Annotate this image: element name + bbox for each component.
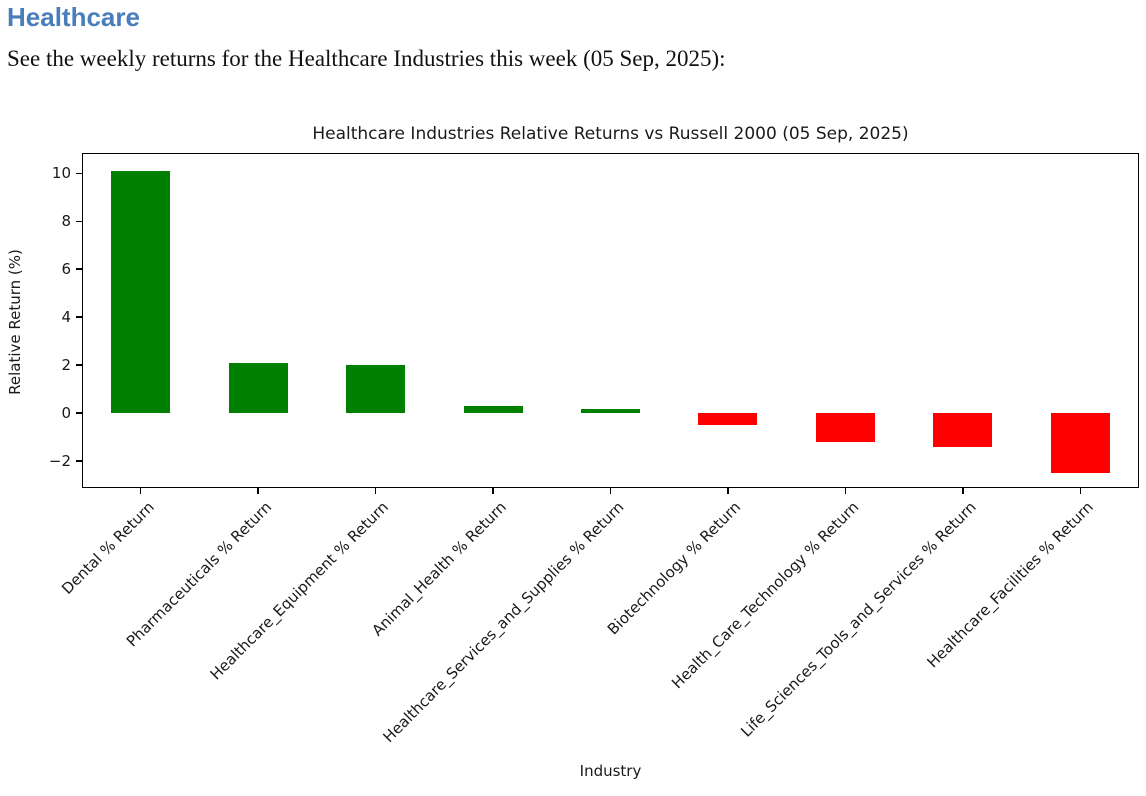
y-tick-label: 6 bbox=[61, 260, 71, 279]
x-tick-mark bbox=[492, 488, 494, 494]
y-tick-label: 10 bbox=[51, 164, 71, 183]
chart-title: Healthcare Industries Relative Returns v… bbox=[312, 124, 909, 144]
x-tick-mark bbox=[844, 488, 847, 494]
x-tick-mark bbox=[374, 488, 377, 494]
x-tick-mark bbox=[139, 488, 142, 494]
bar-8 bbox=[1050, 412, 1110, 473]
y-tick-mark bbox=[76, 268, 82, 270]
x-tick-label: Health_Care_Technology % Return bbox=[667, 498, 863, 693]
y-tick-label: 0 bbox=[61, 403, 71, 422]
y-tick-label: 2 bbox=[61, 356, 71, 375]
bar-6 bbox=[815, 412, 875, 442]
x-tick-mark bbox=[727, 488, 729, 494]
bar-3 bbox=[463, 405, 523, 413]
x-tick-label: Healthcare_Services_and_Supplies % Retur… bbox=[379, 498, 628, 747]
bar-2 bbox=[346, 365, 406, 413]
x-tick-mark bbox=[1079, 488, 1082, 494]
x-tick-mark bbox=[609, 488, 612, 494]
x-tick-mark bbox=[962, 488, 964, 494]
x-tick-label: Biotechnology % Return bbox=[604, 498, 745, 639]
x-tick-label: Dental % Return bbox=[57, 498, 158, 598]
y-tick-label: 4 bbox=[61, 308, 71, 327]
y-tick-mark bbox=[76, 460, 82, 462]
y-tick-mark bbox=[76, 220, 82, 223]
y-tick-label: −2 bbox=[48, 451, 71, 470]
y-tick-label: 8 bbox=[61, 212, 71, 231]
bar-7 bbox=[933, 412, 993, 447]
bar-0 bbox=[111, 170, 171, 413]
x-axis-label: Industry bbox=[579, 762, 642, 780]
intro-text: See the weekly returns for the Healthcar… bbox=[7, 46, 726, 71]
x-tick-label: Animal_Health % Return bbox=[368, 498, 510, 640]
x-tick-mark bbox=[257, 488, 259, 494]
bar-1 bbox=[228, 362, 288, 413]
y-tick-mark bbox=[76, 172, 82, 175]
page-title: Healthcare bbox=[7, 2, 140, 32]
x-tick-label: Life_Sciences_Tools_and_Services % Retur… bbox=[737, 498, 980, 741]
bar-chart-figure: Healthcare Industries Relative Returns v… bbox=[0, 110, 1146, 796]
y-tick-mark bbox=[76, 316, 82, 318]
bar-5 bbox=[698, 412, 758, 425]
bar-4 bbox=[581, 409, 640, 413]
y-tick-mark bbox=[76, 412, 82, 414]
y-tick-mark bbox=[76, 364, 82, 366]
